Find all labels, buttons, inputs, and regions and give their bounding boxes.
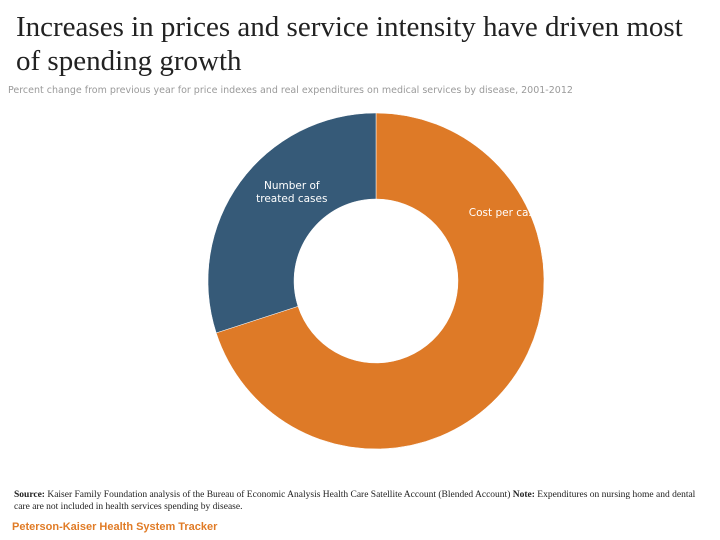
source-note: Source: Kaiser Family Foundation analysi… bbox=[14, 489, 704, 513]
note-text: Expenditures on nursing home and dental … bbox=[14, 490, 696, 512]
source-label: Source: bbox=[14, 490, 45, 500]
slice-label-1: Number of treated cases bbox=[256, 180, 327, 205]
donut-slice-0 bbox=[215, 112, 545, 450]
note-label: Note: bbox=[512, 490, 535, 500]
chart-title: Increases in prices and service intensit… bbox=[16, 11, 683, 77]
footer-brand: Peterson-Kaiser Health System Tracker bbox=[12, 521, 218, 533]
chart-subtitle: Percent change from previous year for pr… bbox=[8, 85, 573, 96]
slice-label-0: Cost per case bbox=[469, 207, 541, 219]
slice-label-line: Number of bbox=[264, 180, 320, 192]
slice-label-line: treated cases bbox=[256, 193, 327, 205]
source-text: Kaiser Family Foundation analysis of the… bbox=[47, 490, 511, 500]
donut-slice-1 bbox=[207, 112, 377, 334]
slice-label-line: Cost per case bbox=[469, 207, 541, 219]
